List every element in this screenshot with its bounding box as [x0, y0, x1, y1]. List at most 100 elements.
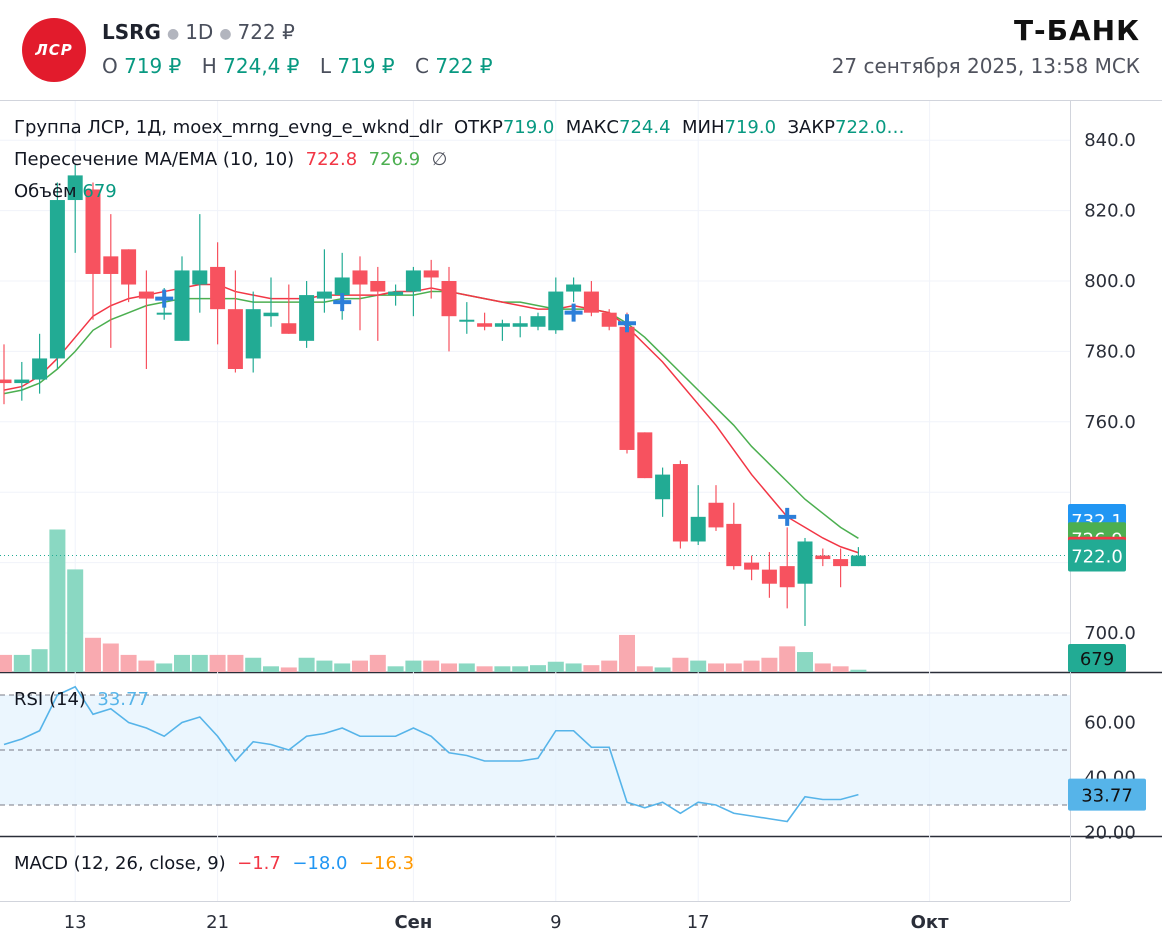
candle-body: [530, 316, 546, 327]
volume-bar: [174, 654, 190, 672]
volume-bar: [476, 666, 493, 672]
cross-marker: [155, 289, 174, 308]
candle-body: [512, 323, 528, 327]
rsi-label-text: 33.77: [1081, 786, 1133, 807]
candle-body: [441, 281, 457, 317]
candle-body: [637, 432, 653, 479]
volume-bar: [779, 646, 796, 672]
candle-body: [850, 555, 866, 567]
volume-bar: [672, 657, 689, 672]
volume-bar: [619, 634, 635, 672]
volume-bar: [209, 654, 226, 672]
ohlc-line: O 719 ₽ H 724,4 ₽ L 719 ₽ C 722 ₽: [102, 54, 493, 78]
volume-bar: [138, 660, 155, 672]
volume-bar: [13, 654, 30, 672]
volume-bar: [494, 666, 511, 672]
interval[interactable]: 1D: [185, 20, 214, 44]
price-tick-label: 780.0: [1084, 341, 1136, 362]
volume-bar: [654, 667, 671, 672]
chart-svg[interactable]: 700.0760.0780.0800.0820.0840.020.0040.00…: [0, 101, 1162, 944]
volume-bar: [227, 654, 244, 672]
volume-bar: [387, 666, 404, 672]
ticker-symbol[interactable]: LSRG: [102, 20, 161, 44]
volume-bar: [690, 660, 707, 672]
volume-bar: [316, 660, 333, 672]
candle-body: [67, 175, 83, 201]
candle-body: [103, 256, 119, 274]
volume-bar: [797, 652, 813, 672]
date-tick-label: 17: [687, 912, 710, 933]
date-tick-label: 13: [64, 912, 87, 933]
candle-body: [263, 312, 279, 317]
candle-body: [726, 523, 742, 567]
legend-volume: Объём 679: [14, 181, 117, 202]
candle-body: [761, 569, 777, 584]
candle-body: [423, 270, 439, 278]
candle-body: [494, 323, 510, 327]
volume-bar: [441, 663, 457, 672]
volume-bar: [0, 654, 12, 672]
candle-body: [192, 270, 208, 285]
price-tick-label: 800.0: [1084, 271, 1136, 292]
volume-bar: [263, 666, 279, 672]
last-price: 722 ₽: [237, 20, 295, 44]
candle-body: [227, 309, 243, 369]
price-tick-label: 840.0: [1084, 130, 1136, 151]
date-tick-label: 21: [206, 912, 229, 933]
candle-body: [601, 312, 617, 327]
legend-macd: MACD (12, 26, close, 9) −1.7 −18.0 −16.3: [14, 853, 415, 874]
candle-body: [708, 502, 724, 528]
volume-bar: [245, 657, 262, 672]
candle-body: [477, 323, 493, 327]
candle-body: [156, 312, 172, 315]
candle-body: [32, 358, 48, 380]
volume-bar: [369, 654, 386, 672]
volume-bar: [191, 654, 208, 672]
candle-body: [779, 566, 795, 588]
candle-body: [138, 291, 154, 299]
volume-bar: [405, 660, 422, 672]
cross-marker: [778, 507, 797, 526]
rsi-tick-label: 60.00: [1084, 713, 1136, 734]
volume-bar: [601, 660, 618, 672]
candle-body: [583, 291, 599, 313]
volume-bar: [280, 667, 297, 672]
brand-logo: Т-БАНК: [1013, 14, 1140, 47]
volume-bar: [67, 569, 84, 672]
volume-bar: [725, 663, 742, 672]
date-tick-label: Окт: [911, 912, 950, 933]
candle-body: [566, 284, 582, 292]
candle-body: [85, 189, 101, 274]
candle-body: [405, 270, 421, 292]
volume-bar: [334, 663, 351, 672]
volume-bar: [530, 665, 546, 672]
candle-body: [833, 559, 849, 567]
volume-bar: [298, 657, 315, 672]
volume-bar: [814, 663, 831, 672]
chart-area[interactable]: 700.0 760.0 780.0 800.0 820.0 840.0 20.00 40.00…: [0, 100, 1162, 944]
header: ЛСР LSRG ● 1D ● 722 ₽ O 719 ₽ H 724,4 ₽ L 71…: [0, 0, 1162, 100]
candle-body: [174, 270, 190, 341]
candle-body: [459, 319, 475, 322]
price-tick-label: 700.0: [1084, 623, 1136, 644]
candle-body: [245, 309, 261, 359]
candle-body: [14, 379, 30, 384]
candle-body: [334, 277, 350, 296]
price-label-text: 722.0: [1071, 547, 1123, 568]
candle-body: [299, 295, 315, 341]
volume-bar: [85, 637, 101, 672]
volume-bar: [31, 649, 48, 672]
volume-bar: [832, 666, 849, 672]
candle-body: [316, 291, 332, 299]
volume-label-box: [1068, 644, 1126, 672]
volume-bar: [512, 666, 529, 672]
rsi-line: [3, 685, 859, 823]
legend-main: Группа ЛСР, 1Д, moex_mrng_evng_e_wknd_dl…: [14, 117, 905, 138]
candle-body: [655, 474, 671, 500]
volume-bar: [743, 660, 760, 672]
price-label-box: [1068, 539, 1126, 572]
rsi-label-box: [1068, 778, 1146, 811]
volume-bar: [708, 663, 724, 672]
volume-bar: [583, 665, 600, 672]
datetime: 27 сентября 2025, 13:58 МСК: [831, 54, 1140, 78]
